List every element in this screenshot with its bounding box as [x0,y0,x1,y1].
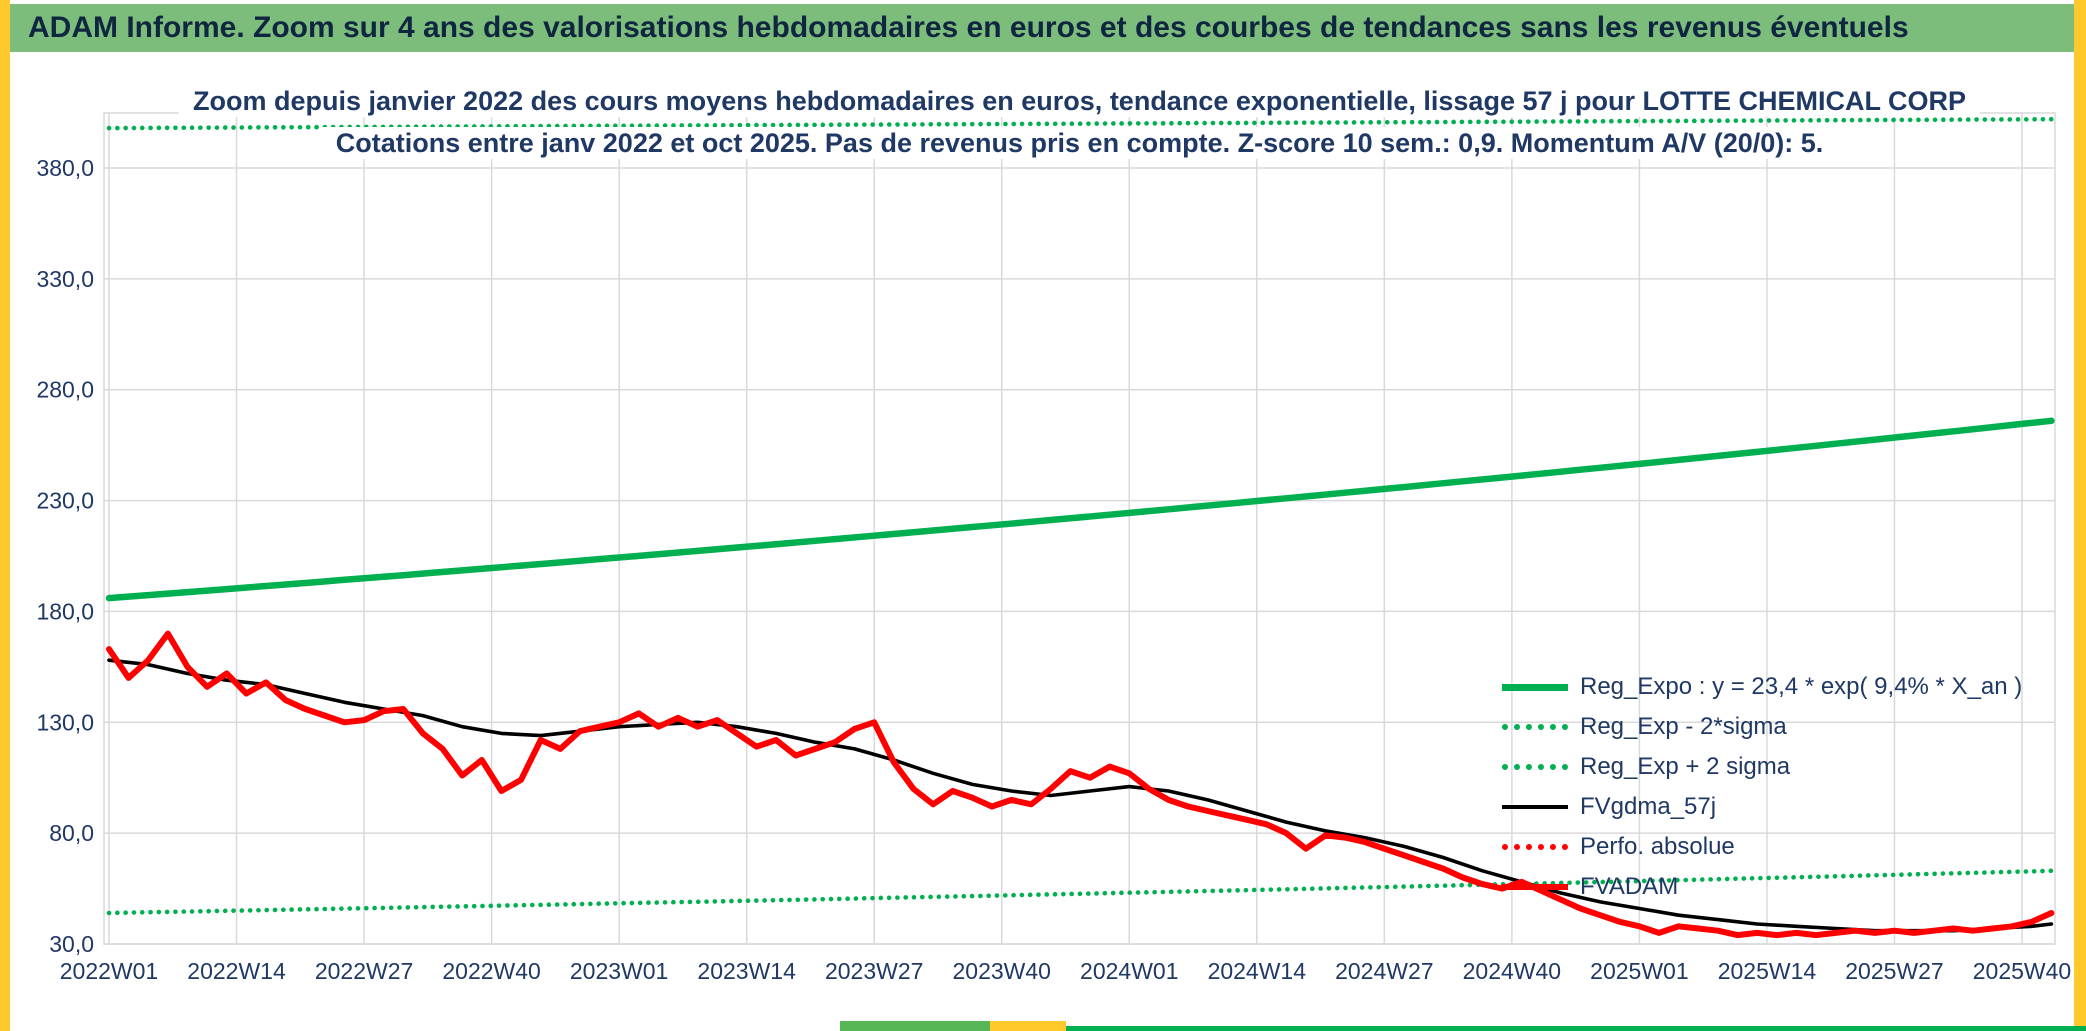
x-tick-label: 2025W40 [1973,958,2071,984]
header-title: ADAM Informe. Zoom sur 4 ans des valoris… [28,11,1909,44]
x-tick-label: 2024W14 [1208,958,1307,984]
legend-label: Perfo. absolue [1580,833,1735,860]
y-tick-label: 30,0 [49,931,94,957]
bottom-green-line [1066,1026,2086,1031]
legend-item-perfo-absolue: Perfo. absolue [1502,827,2022,867]
y-tick-label: 80,0 [49,820,94,846]
y-tick-label: 230,0 [36,488,94,514]
series-reg-exp-2-sigma [106,868,2054,916]
x-tick-label: 2023W01 [570,958,668,984]
series-fvgdma-57j [107,658,2054,933]
x-tick-label: 2023W14 [697,958,796,984]
legend-item-fvadam: FVADAM [1502,867,2022,907]
y-tick-label: 330,0 [36,266,94,292]
x-tick-label: 2022W27 [315,958,413,984]
x-tick-label: 2024W40 [1463,958,1561,984]
x-tick-label: 2024W01 [1080,958,1178,984]
bottom-yellow-strip [990,1021,1066,1031]
legend-sample-green-dotted-line [1502,764,1568,770]
legend-label: Reg_Exp - 2*sigma [1580,713,1787,740]
legend-item-reg-expo: Reg_Expo : y = 23,4 * exp( 9,4% * X_an ) [1502,667,2022,707]
x-tick-label: 2025W01 [1590,958,1688,984]
legend-sample-red-dotted-line [1502,844,1568,850]
legend-label: FVADAM [1580,873,1679,900]
x-tick-label: 2023W40 [953,958,1051,984]
x-tick-label: 2023W27 [825,958,923,984]
legend-sample-green-dotted-line [1502,724,1568,730]
x-tick-label: 2022W14 [187,958,286,984]
chart-legend: Reg_Expo : y = 23,4 * exp( 9,4% * X_an )… [1502,667,2022,907]
series-reg-expo [105,417,2055,602]
legend-label: Reg_Exp + 2 sigma [1580,753,1791,780]
right-edge-strip [2074,0,2086,1031]
header-bar: ADAM Informe. Zoom sur 4 ans des valoris… [10,4,2074,52]
x-tick-label: 2025W14 [1718,958,1817,984]
chart-title: Zoom depuis janvier 2022 des cours moyen… [104,80,2055,164]
y-tick-label: 380,0 [36,155,94,181]
y-tick-label: 180,0 [36,598,94,624]
legend-item-reg-exp-plus-2sigma: Reg_Exp + 2 sigma [1502,747,2022,787]
chart-title-row2: Cotations entre janv 2022 et oct 2025. P… [104,122,2055,164]
legend-label: Reg_Expo : y = 23,4 * exp( 9,4% * X_an ) [1580,673,2023,700]
x-tick-label: 2022W01 [60,958,158,984]
series-reg-exp-2-sigma [106,116,2054,131]
y-tick-label: 130,0 [36,709,94,735]
legend-sample-red-solid-line [1502,884,1568,890]
legend-sample-black-solid-line [1502,805,1568,809]
y-tick-label: 280,0 [36,377,94,403]
x-tick-label: 2025W27 [1845,958,1943,984]
legend-item-reg-exp-minus-2sigma: Reg_Exp - 2*sigma [1502,707,2022,747]
left-edge-strip [0,0,10,1031]
legend-sample-green-solid-line [1502,683,1568,691]
bottom-green-strip [840,1021,990,1031]
legend-label: FVgdma_57j [1580,793,1717,820]
chart-title-line2: Cotations entre janv 2022 et oct 2025. P… [321,127,1838,159]
legend-item-fvgdma-57j: FVgdma_57j [1502,787,2022,827]
chart-title-line1: Zoom depuis janvier 2022 des cours moyen… [179,85,1980,117]
chart-title-row1: Zoom depuis janvier 2022 des cours moyen… [104,80,2055,122]
series-perfo-absolue [106,630,2055,939]
x-tick-label: 2024W27 [1335,958,1433,984]
x-tick-label: 2022W40 [442,958,540,984]
